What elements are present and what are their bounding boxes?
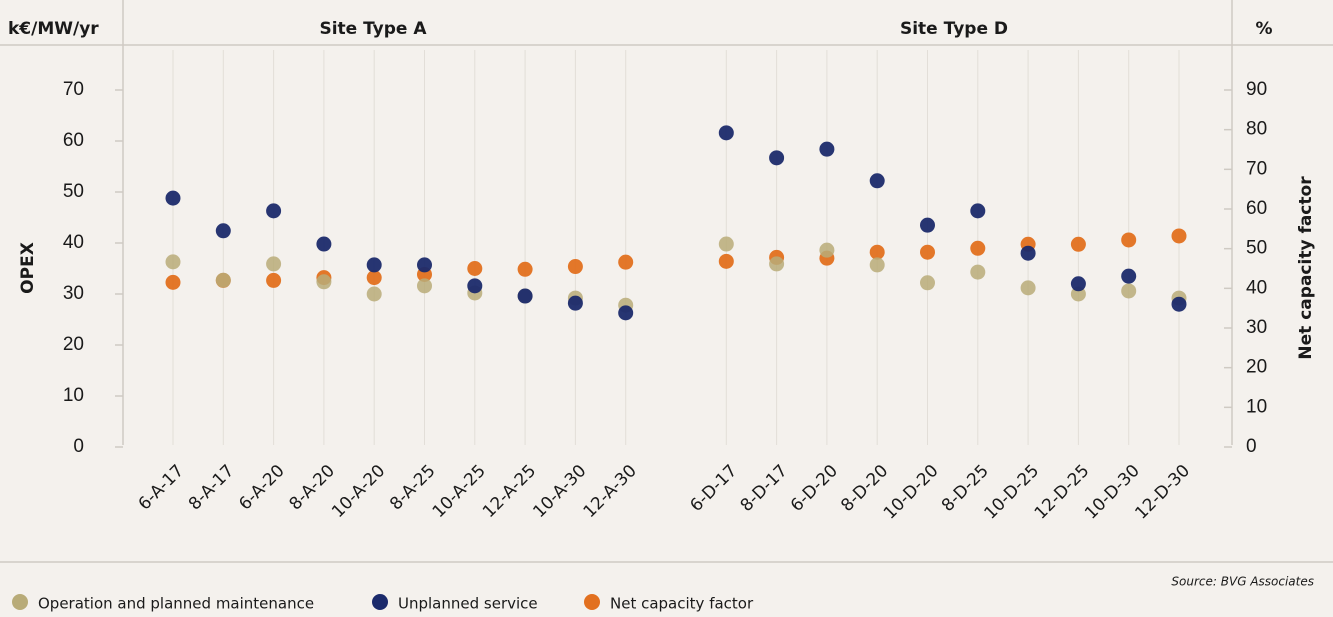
dot: [1171, 228, 1187, 244]
x-tick-label: 12-D-30: [1131, 461, 1194, 524]
dot: [366, 286, 382, 302]
x-tick-label: 6-A-17: [135, 461, 188, 514]
dot: [165, 254, 181, 270]
dot: [869, 244, 885, 260]
y2-tick-label: 30: [1246, 317, 1267, 338]
dot: [316, 236, 332, 252]
dot: [1020, 245, 1036, 261]
y-tick-label: 70: [63, 79, 84, 100]
y2-unit: %: [1255, 19, 1272, 39]
dot: [1070, 276, 1086, 292]
dot: [769, 256, 785, 272]
dot: [920, 275, 935, 291]
dot: [467, 278, 483, 294]
dot: [266, 272, 282, 288]
y2-tick-label: 60: [1246, 198, 1267, 219]
y2-axis-title: Net capacity factor: [1296, 176, 1316, 360]
dot: [920, 217, 935, 233]
dot: [467, 261, 483, 276]
y2-tick-label: 10: [1246, 396, 1267, 417]
x-tick-label: 12-A-30: [580, 461, 641, 522]
legend-swatch: [584, 594, 600, 610]
x-tick-label: 8-A-17: [185, 461, 238, 514]
y2-tick-label: 20: [1246, 357, 1267, 378]
y2-tick-label: 40: [1246, 277, 1267, 298]
dot: [517, 288, 533, 304]
y2-tick-label: 90: [1246, 79, 1267, 100]
dot: [718, 125, 734, 141]
y-tick-label: 50: [63, 181, 84, 202]
dot: [718, 253, 734, 269]
x-tick-label: 10-D-20: [880, 461, 943, 524]
dot: [1020, 280, 1036, 296]
y-tick-label: 30: [63, 283, 84, 304]
dot: [215, 272, 231, 288]
y2-tick-label: 50: [1246, 238, 1267, 259]
y2-tick-label: 80: [1246, 119, 1267, 140]
y2-tick-label: 70: [1246, 158, 1267, 179]
dot: [869, 173, 885, 189]
dot: [618, 305, 634, 321]
x-tick-label: 6-A-20: [235, 461, 288, 514]
x-tick-label: 10-A-20: [328, 461, 389, 522]
dot: [567, 259, 583, 275]
dot: [165, 274, 181, 290]
group-label: Site Type D: [900, 19, 1008, 39]
x-tick-label: 12-D-25: [1031, 461, 1094, 524]
dot: [970, 264, 986, 280]
dot: [1121, 232, 1137, 248]
y-tick-label: 10: [63, 385, 84, 406]
dot: [366, 257, 382, 273]
dot: [819, 141, 835, 157]
legend-label: Unplanned service: [398, 595, 538, 613]
y-tick-label: 40: [63, 232, 84, 253]
y-tick-label: 20: [63, 334, 84, 355]
x-tick-label: 8-D-17: [737, 461, 792, 516]
source-note: Source: BVG Associates: [1171, 575, 1314, 589]
x-tick-label: 6-D-20: [787, 461, 842, 516]
dot: [215, 223, 231, 239]
dot: [618, 254, 634, 270]
dot: [970, 203, 986, 219]
y-tick-label: 60: [63, 130, 84, 151]
dot: [718, 236, 734, 252]
dot: [266, 203, 282, 219]
dot: [1121, 268, 1137, 284]
y2-tick-label: 0: [1246, 436, 1257, 457]
dot: [1070, 236, 1086, 252]
x-tick-label: 12-A-25: [479, 461, 540, 522]
dot: [1121, 283, 1137, 299]
dot: [316, 274, 332, 290]
dot: [417, 257, 432, 273]
dot: [970, 240, 986, 256]
legend-label: Operation and planned maintenance: [38, 595, 314, 613]
dot: [819, 242, 835, 258]
y-axis-title: OPEX: [18, 242, 38, 294]
group-label: Site Type A: [319, 19, 427, 39]
x-tick-label: 10-A-30: [529, 461, 590, 522]
dot: [165, 190, 181, 206]
dot: [869, 257, 885, 273]
x-tick-label: 10-A-25: [429, 461, 490, 522]
dot: [517, 261, 533, 277]
x-tick-label: 6-D-17: [686, 461, 741, 516]
legend-swatch: [12, 594, 28, 610]
dot: [1171, 296, 1187, 312]
dot: [417, 278, 432, 294]
x-tick-label: 10-D-30: [1081, 461, 1144, 524]
x-tick-label: 10-D-25: [981, 461, 1044, 524]
dot: [567, 295, 583, 311]
dot: [266, 256, 282, 272]
dot: [769, 150, 785, 166]
y-unit: k€/MW/yr: [8, 19, 99, 39]
legend-swatch: [372, 594, 388, 610]
dot: [920, 244, 935, 260]
legend-label: Net capacity factor: [610, 595, 754, 613]
y-tick-label: 0: [73, 436, 84, 457]
dot: [366, 270, 382, 286]
